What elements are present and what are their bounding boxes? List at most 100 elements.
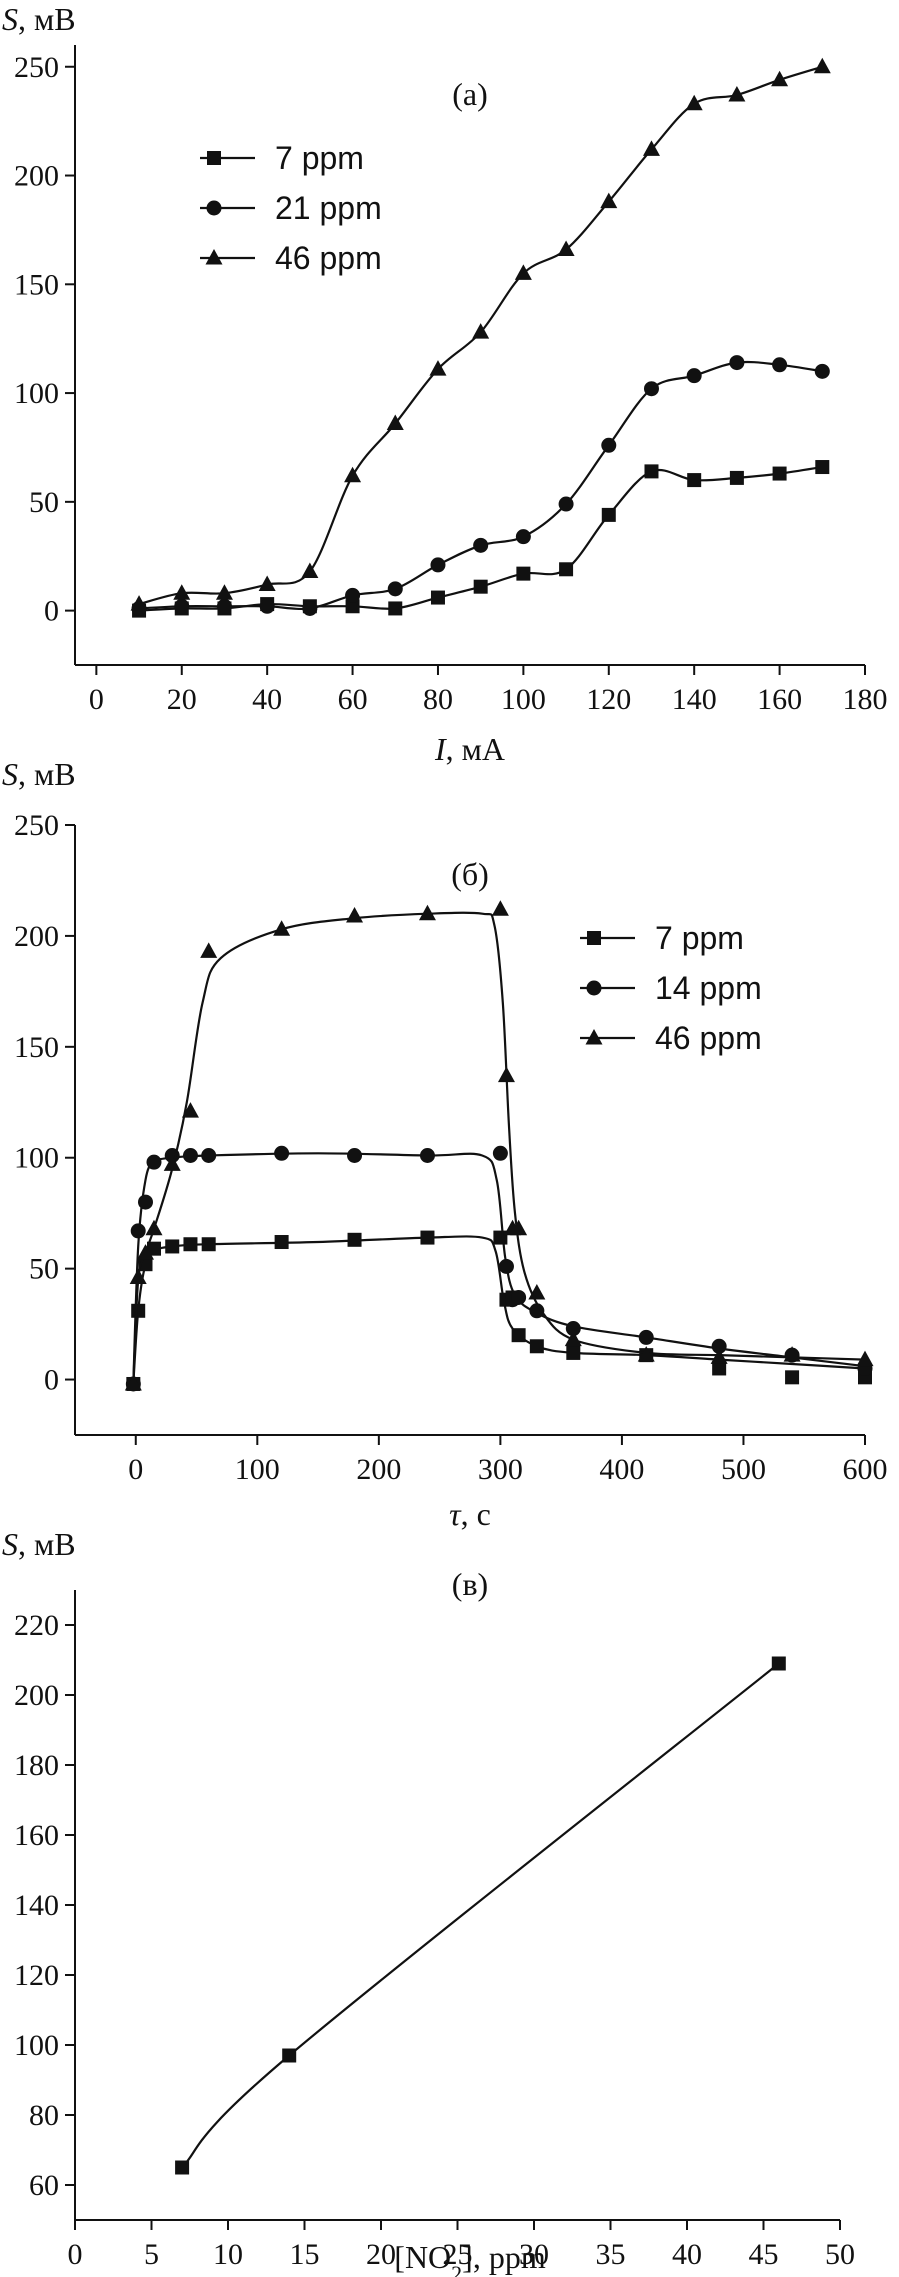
legend-marker xyxy=(207,151,221,165)
y-axis-title-unit: , мВ xyxy=(18,1,76,37)
chart-panel-3: 0 5 10 15 20 25 30 35 40 45 50 60 80 100 120 140 160 180 2… xyxy=(2,1526,855,2277)
legend-label: 46 ppm xyxy=(275,240,382,276)
data-point xyxy=(430,557,446,573)
series-2 xyxy=(131,355,830,616)
data-point xyxy=(182,1148,198,1164)
data-point xyxy=(129,1268,147,1285)
data-point xyxy=(124,1374,142,1391)
series-line xyxy=(181,1662,780,2169)
data-point xyxy=(146,1154,162,1170)
data-point xyxy=(345,599,360,614)
y-axis-title-unit: , мВ xyxy=(18,1526,76,1562)
data-point xyxy=(274,1235,289,1250)
data-point xyxy=(772,357,788,373)
data-point xyxy=(173,584,191,600)
data-point xyxy=(147,1241,161,1256)
y-tick-label: 250 xyxy=(14,51,59,84)
x-axis-title-subscript: 2 xyxy=(451,2261,462,2277)
data-point xyxy=(644,464,659,479)
panel-label: (б) xyxy=(451,856,489,892)
data-point xyxy=(601,507,616,522)
x-tick-label: 400 xyxy=(599,1453,644,1486)
legend: 7 ppm 21 ppm 46 ppm xyxy=(200,140,382,276)
data-point xyxy=(131,1303,146,1318)
data-point xyxy=(785,1370,800,1385)
legend-item: 14 ppm xyxy=(580,970,762,1006)
data-point xyxy=(637,1346,655,1362)
x-tick-label: 120 xyxy=(586,683,631,716)
y-tick-label: 100 xyxy=(14,377,59,410)
x-axis-title-var: τ xyxy=(449,1496,462,1532)
data-point xyxy=(856,1350,874,1367)
x-tick-label: 200 xyxy=(356,1453,401,1486)
data-point xyxy=(511,1328,526,1343)
data-point xyxy=(201,1148,217,1164)
x-tick-label: 80 xyxy=(423,683,453,716)
data-point xyxy=(643,381,659,397)
data-point xyxy=(145,1219,163,1236)
x-axis-title-unit: , мА xyxy=(446,731,505,767)
chart-panel-1: 0 20 40 60 80 100 120 140 160 180 0 50 100 150 200 250 (… xyxy=(2,1,888,767)
data-point xyxy=(729,470,744,485)
series-1 xyxy=(175,1656,786,2175)
data-point xyxy=(302,600,318,616)
y-axis-title-unit: , мВ xyxy=(18,756,76,792)
data-point xyxy=(516,566,531,581)
series-line xyxy=(132,1235,866,1385)
series-line xyxy=(139,360,823,611)
y-tick-label: 0 xyxy=(44,595,59,628)
x-axis-title: τ, с xyxy=(449,1496,491,1532)
legend-item: 21 ppm xyxy=(200,190,382,226)
data-point xyxy=(497,1066,515,1083)
y-axis-title-var: S xyxy=(2,1526,18,1562)
y-tick-label: 200 xyxy=(14,920,59,953)
x-tick-label: 45 xyxy=(749,2238,779,2271)
y-tick-label: 100 xyxy=(14,1142,59,1175)
data-point xyxy=(420,1230,435,1245)
legend-marker xyxy=(587,931,601,945)
chart-panel-2: 0 100 200 300 400 500 600050100150200250(б)S, … xyxy=(2,756,888,1532)
y-tick-label: 200 xyxy=(14,160,59,193)
y-tick-label: 50 xyxy=(29,1253,59,1286)
legend-item: 46 ppm xyxy=(200,240,382,276)
data-point xyxy=(528,1284,546,1300)
data-point xyxy=(711,1338,727,1354)
data-point xyxy=(729,355,745,371)
y-axis-title-var: S xyxy=(2,1,18,37)
x-tick-label: 30 xyxy=(519,2238,549,2271)
data-point xyxy=(515,529,531,545)
data-point xyxy=(498,1258,514,1274)
data-point xyxy=(557,240,575,256)
legend-item: 7 ppm xyxy=(580,920,744,956)
data-point xyxy=(216,598,232,614)
data-point xyxy=(558,496,574,512)
legend-label: 14 ppm xyxy=(655,970,762,1006)
x-tick-label: 20 xyxy=(366,2238,396,2271)
x-axis-title: I, мА xyxy=(434,731,505,767)
data-point xyxy=(565,1321,581,1337)
x-axis-title-var: I xyxy=(434,731,447,767)
y-tick-label: 180 xyxy=(14,1749,59,1782)
y-tick-label: 250 xyxy=(14,809,59,842)
data-point xyxy=(347,1148,363,1164)
legend-label: 7 ppm xyxy=(275,140,364,176)
data-point xyxy=(175,2160,190,2175)
data-point xyxy=(710,1348,728,1364)
x-tick-label: 50 xyxy=(825,2238,855,2271)
data-point xyxy=(130,595,148,611)
data-point xyxy=(418,904,436,921)
data-point xyxy=(473,537,489,553)
data-point xyxy=(642,140,660,156)
series-1 xyxy=(126,1230,872,1391)
x-tick-label: 60 xyxy=(338,683,368,716)
x-tick-label: 25 xyxy=(443,2238,473,2271)
data-point xyxy=(728,86,746,102)
legend-marker xyxy=(205,249,223,265)
data-point xyxy=(181,1102,199,1118)
data-point xyxy=(771,1656,786,1671)
y-tick-label: 50 xyxy=(29,486,59,519)
series-3 xyxy=(124,900,874,1391)
x-tick-label: 100 xyxy=(235,1453,280,1486)
x-tick-label: 140 xyxy=(672,683,717,716)
